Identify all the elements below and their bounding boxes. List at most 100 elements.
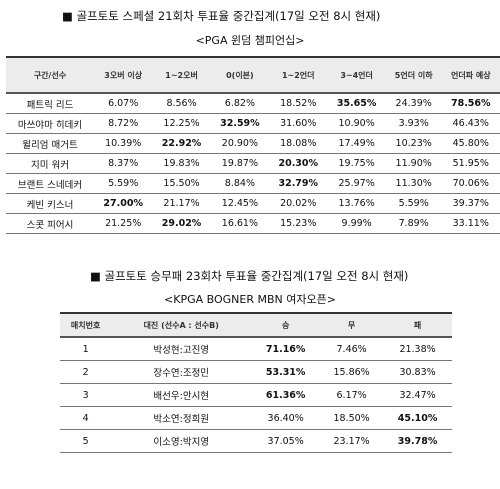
cell: 32.79% xyxy=(269,173,328,194)
cell: 패트릭 리드 xyxy=(6,93,94,114)
header-cell: 승 xyxy=(251,312,321,338)
cell: 53.31% xyxy=(251,360,321,384)
cell: 3 xyxy=(60,383,112,407)
row: 5 이소영:박지영 37.05% 23.17% 39.78% xyxy=(60,429,452,453)
cell: 10.39% xyxy=(94,133,153,154)
cell: 78.56% xyxy=(441,93,500,114)
cell: 6.82% xyxy=(210,93,270,114)
cell: 15.50% xyxy=(152,173,211,194)
cell: 8.37% xyxy=(94,153,153,174)
cell: 21.17% xyxy=(152,193,211,214)
cell: 13.76% xyxy=(327,193,386,214)
row: 마쓰야마 히데키 8.72% 12.25% 32.59% 31.60% 10.90% 3.9… xyxy=(6,113,500,134)
row: 케빈 키스너 27.00% 21.17% 12.45% 20.02% 13.76% 5.59… xyxy=(6,193,500,214)
cell: 5.59% xyxy=(385,193,442,214)
cell: 37.05% xyxy=(251,429,321,453)
table-title: ■ 골프토토 스페셜 21회차 투표율 중간집계(17일 오전 8시 현재) xyxy=(62,9,381,23)
table-title: ■ 골프토토 승무패 23회차 투표율 중간집계(17일 오전 8시 현재) xyxy=(90,269,409,283)
cell: 71.16% xyxy=(251,337,321,361)
table-subtitle: <PGA 윈덤 챔피언십> xyxy=(195,34,305,47)
row: 1 박성현:고진영 71.16% 7.46% 21.38% xyxy=(60,337,452,361)
cell: 윌리엄 매거트 xyxy=(6,133,94,154)
cell: 브랜트 스네데커 xyxy=(6,173,94,194)
cell: 지미 워커 xyxy=(6,153,94,174)
row: 스콧 피어시 21.25% 29.02% 16.61% 15.23% 9.99% 7.89%… xyxy=(6,213,500,234)
cell: 36.40% xyxy=(251,406,321,430)
cell: 25.97% xyxy=(327,173,386,194)
cell: 20.30% xyxy=(269,153,328,174)
cell: 스콧 피어시 xyxy=(6,213,94,234)
cell: 11.90% xyxy=(385,153,442,174)
cell: 15.86% xyxy=(320,360,384,384)
cell: 6.17% xyxy=(320,383,384,407)
cell: 19.75% xyxy=(327,153,386,174)
cell: 45.80% xyxy=(441,133,500,154)
header-cell: 패 xyxy=(383,312,452,338)
header-cell: 5언더 이하 xyxy=(385,56,442,94)
cell: 32.47% xyxy=(383,383,452,407)
cell: 32.59% xyxy=(210,113,270,134)
cell: 33.11% xyxy=(441,213,500,234)
table: 매치번호 대진 (선수A : 선수B) 승 무 패 1 박성현:고진영 71.16% 7.46%… xyxy=(60,312,452,453)
cell: 19.83% xyxy=(152,153,211,174)
header-cell: 0(이븐) xyxy=(210,56,270,94)
row: 3 배선우:안시현 61.36% 6.17% 32.47% xyxy=(60,383,452,407)
cell: 6.07% xyxy=(94,93,153,114)
cell: 1 xyxy=(60,337,112,361)
cell: 29.02% xyxy=(152,213,211,234)
cell: 7.89% xyxy=(385,213,442,234)
cell: 61.36% xyxy=(251,383,321,407)
row: 브랜트 스네데커 5.59% 15.50% 8.84% 32.79% 25.97% 11.3… xyxy=(6,173,500,194)
cell: 11.30% xyxy=(385,173,442,194)
cell: 9.99% xyxy=(327,213,386,234)
cell: 27.00% xyxy=(94,193,153,214)
cell: 8.72% xyxy=(94,113,153,134)
header-cell: 3오버 이상 xyxy=(94,56,153,94)
cell: 7.46% xyxy=(320,337,384,361)
row: 지미 워커 8.37% 19.83% 19.87% 20.30% 19.75% 11.90%… xyxy=(6,153,500,174)
cell: 17.49% xyxy=(327,133,386,154)
cell: 21.38% xyxy=(383,337,452,361)
row: 윌리엄 매거트 10.39% 22.92% 20.90% 18.08% 17.49% 10.… xyxy=(6,133,500,154)
cell: 18.08% xyxy=(269,133,328,154)
header-cell: 3~4언더 xyxy=(327,56,386,94)
cell: 12.45% xyxy=(210,193,270,214)
cell: 4 xyxy=(60,406,112,430)
cell: 16.61% xyxy=(210,213,270,234)
header-cell: 1~2오버 xyxy=(152,56,211,94)
cell: 8.56% xyxy=(152,93,211,114)
cell: 마쓰야마 히데키 xyxy=(6,113,94,134)
cell: 19.87% xyxy=(210,153,270,174)
cell: 장수연:조정민 xyxy=(111,360,252,384)
cell: 22.92% xyxy=(152,133,211,154)
header-cell: 1~2언더 xyxy=(269,56,328,94)
cell: 46.43% xyxy=(441,113,500,134)
header-cell: 무 xyxy=(320,312,384,338)
cell: 31.60% xyxy=(269,113,328,134)
cell: 케빈 키스너 xyxy=(6,193,94,214)
row: 4 박소연:정희원 36.40% 18.50% 45.10% xyxy=(60,406,452,430)
header-cell: 구간/선수 xyxy=(6,56,94,94)
row: 2 장수연:조정민 53.31% 15.86% 30.83% xyxy=(60,360,452,384)
cell: 39.78% xyxy=(383,429,452,453)
cell: 박소연:정희원 xyxy=(111,406,252,430)
header-cell: 매치번호 xyxy=(60,312,112,338)
cell: 박성현:고진영 xyxy=(111,337,252,361)
cell: 51.95% xyxy=(441,153,500,174)
cell: 10.23% xyxy=(385,133,442,154)
cell: 39.37% xyxy=(441,193,500,214)
header-row: 매치번호 대진 (선수A : 선수B) 승 무 패 xyxy=(60,312,452,338)
cell: 이소영:박지영 xyxy=(111,429,252,453)
cell: 21.25% xyxy=(94,213,153,234)
cell: 8.84% xyxy=(210,173,270,194)
cell: 5 xyxy=(60,429,112,453)
cell: 18.50% xyxy=(320,406,384,430)
cell: 3.93% xyxy=(385,113,442,134)
table: 구간/선수 3오버 이상 1~2오버 0(이븐) 1~2언더 3~4언더 5언더 이하 언더파… xyxy=(6,56,500,234)
header-cell: 대진 (선수A : 선수B) xyxy=(111,312,252,338)
cell: 배선우:안시현 xyxy=(111,383,252,407)
cell: 23.17% xyxy=(320,429,384,453)
cell: 20.90% xyxy=(210,133,270,154)
header-cell: 언더파 예상 xyxy=(441,56,500,94)
